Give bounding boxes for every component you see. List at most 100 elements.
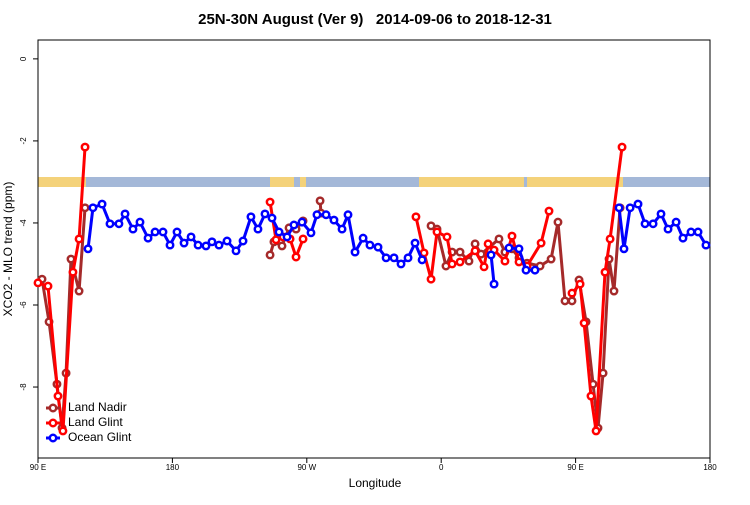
data-point: [609, 286, 619, 296]
data-point: [494, 234, 504, 244]
data-point: [135, 217, 145, 227]
data-point: [97, 199, 107, 209]
data-point: [74, 286, 84, 296]
data-point: [701, 240, 711, 250]
data-point: [277, 241, 287, 251]
data-point: [530, 265, 540, 275]
data-point: [410, 238, 420, 248]
data-point: [186, 232, 196, 242]
series: [37, 196, 625, 433]
data-point: [411, 212, 421, 222]
data-point: [253, 224, 263, 234]
data-point: [479, 262, 489, 272]
data-point: [455, 257, 465, 267]
data-point: [306, 228, 316, 238]
data-point: [419, 248, 429, 258]
data-point: [575, 279, 585, 289]
data-point: [567, 288, 577, 298]
data-point: [633, 199, 643, 209]
data-point: [158, 227, 168, 237]
data-point: [43, 281, 53, 291]
data-point: [343, 210, 353, 220]
data-point: [567, 296, 577, 306]
data-point: [514, 244, 524, 254]
data-point: [426, 274, 436, 284]
x-tick-label: 90 W: [297, 463, 316, 472]
data-point: [214, 240, 224, 250]
series-line: [40, 200, 622, 430]
data-point: [373, 242, 383, 252]
data-point: [544, 206, 554, 216]
data-point: [165, 240, 175, 250]
legend-label: Ocean Glint: [68, 430, 132, 444]
land-strip: [38, 177, 86, 187]
data-point: [265, 250, 275, 260]
data-point: [521, 265, 531, 275]
data-point: [600, 267, 610, 277]
x-tick-label: 180: [166, 463, 180, 472]
data-point: [297, 217, 307, 227]
data-point: [128, 224, 138, 234]
data-point: [83, 244, 93, 254]
data-point: [312, 210, 322, 220]
data-point: [238, 236, 248, 246]
land-strip: [300, 177, 306, 187]
x-tick-label: 0: [439, 463, 444, 472]
data-point: [625, 203, 635, 213]
data-point: [396, 259, 406, 269]
data-point: [546, 254, 556, 264]
data-point: [321, 210, 331, 220]
data-point: [105, 219, 115, 229]
data-point: [536, 238, 546, 248]
data-point: [143, 233, 153, 243]
x-axis-label: Longitude: [349, 476, 402, 490]
series: [33, 142, 627, 436]
land-strip: [270, 177, 294, 187]
data-point: [504, 243, 514, 253]
data-point: [403, 253, 413, 263]
data-point: [58, 426, 68, 436]
data-point: [260, 209, 270, 219]
data-point: [114, 219, 124, 229]
data-point: [483, 239, 493, 249]
data-point: [33, 278, 43, 288]
y-tick-label: 0: [19, 56, 28, 61]
data-point: [172, 227, 182, 237]
data-point: [88, 203, 98, 213]
legend-label: Land Glint: [68, 415, 123, 429]
data-point: [560, 296, 570, 306]
x-tick-label: 90 E: [567, 463, 583, 472]
data-point: [358, 233, 368, 243]
data-point: [442, 232, 452, 242]
data-point: [464, 256, 474, 266]
data-point: [350, 247, 360, 257]
data-point: [693, 227, 703, 237]
x-tick-label: 180: [703, 463, 717, 472]
data-point: [201, 241, 211, 251]
data-point: [686, 227, 696, 237]
land-strip: [527, 177, 623, 187]
data-point: [80, 142, 90, 152]
data-point: [500, 256, 510, 266]
data-point: [207, 237, 217, 247]
data-point: [329, 215, 339, 225]
data-point: [150, 227, 160, 237]
y-tick-label: -8: [19, 383, 28, 391]
x-tick-label: 90 E: [30, 463, 46, 472]
data-point: [74, 234, 84, 244]
data-point: [617, 142, 627, 152]
data-point: [586, 391, 596, 401]
data-point: [447, 259, 457, 269]
series-line: [86, 202, 708, 285]
data-point: [656, 209, 666, 219]
data-point: [315, 196, 325, 206]
y-tick-label: -6: [19, 301, 28, 309]
data-point: [553, 217, 563, 227]
y-tick-label: -2: [19, 137, 28, 145]
data-point: [289, 220, 299, 230]
data-point: [663, 224, 673, 234]
ocean-strip: [38, 177, 710, 187]
data-point: [507, 231, 517, 241]
data-point: [365, 240, 375, 250]
data-point: [274, 227, 284, 237]
